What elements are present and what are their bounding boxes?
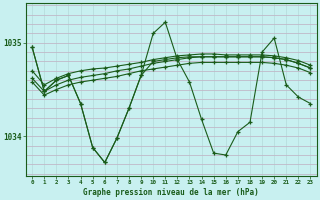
- X-axis label: Graphe pression niveau de la mer (hPa): Graphe pression niveau de la mer (hPa): [84, 188, 259, 197]
